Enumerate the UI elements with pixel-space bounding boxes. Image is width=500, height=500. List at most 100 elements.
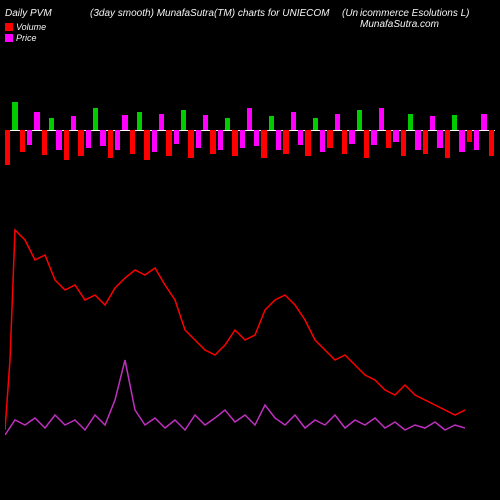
header-symbol: (Un [342, 8, 358, 19]
volume-bar [137, 112, 142, 130]
bar-slot [276, 80, 282, 180]
bar-slot [86, 80, 92, 180]
volume-bar [445, 130, 450, 158]
bar-slot [291, 80, 297, 180]
legend-label-price: Price [16, 33, 37, 43]
label-price: 157.22 [464, 412, 492, 424]
bar-slot [313, 80, 319, 180]
volume-bar [247, 108, 252, 130]
volume-bar [122, 115, 127, 130]
volume-bar [159, 114, 164, 130]
bar-slot [152, 80, 158, 180]
bar-slot [174, 80, 180, 180]
volume-bar [78, 130, 83, 156]
volume-bar [305, 130, 310, 156]
bar-slot [474, 80, 480, 180]
bar-slot [196, 80, 202, 180]
volume-bar [371, 130, 376, 145]
bar-slot [12, 80, 18, 180]
bar-slot [42, 80, 48, 180]
volume-bar [240, 130, 245, 148]
bar-slot [269, 80, 275, 180]
bar-slot [415, 80, 421, 180]
bar-slot [159, 80, 165, 180]
volume-bar [56, 130, 61, 150]
bar-slot [144, 80, 150, 180]
volume-bar [291, 112, 296, 130]
bar-slot [342, 80, 348, 180]
bar-slot [78, 80, 84, 180]
bar-slot [371, 80, 377, 180]
bar-slot [357, 80, 363, 180]
legend-label-volume: Volume [16, 22, 46, 32]
bar-slot [364, 80, 370, 180]
bar-slot [166, 80, 172, 180]
bar-slot [225, 80, 231, 180]
volume-bar [408, 114, 413, 130]
bar-slot [327, 80, 333, 180]
bar-slot [108, 80, 114, 180]
chart-header: Daily PVM (3day smooth) MunafaSutra(TM) … [0, 8, 500, 28]
volume-bar [474, 130, 479, 150]
volume-bar [93, 108, 98, 130]
legend-item-price: Price [5, 33, 46, 43]
bar-slot [5, 80, 11, 180]
volume-bar [313, 118, 318, 130]
bar-slot [254, 80, 260, 180]
bar-slot [445, 80, 451, 180]
header-company: icommerce Esolutions L) MunafaSutra.com [360, 8, 500, 30]
volume-bar [342, 130, 347, 154]
bar-slot [305, 80, 311, 180]
volume-bar [401, 130, 406, 156]
volume-bar [86, 130, 91, 148]
volume-bar [225, 118, 230, 130]
bar-slot [64, 80, 70, 180]
volume-bar [144, 130, 149, 160]
volume-bar [254, 130, 259, 146]
bar-slot [408, 80, 414, 180]
volume-bar [320, 130, 325, 152]
volume-bar [261, 130, 266, 158]
bar-slot [56, 80, 62, 180]
bar-slot [261, 80, 267, 180]
volume-bar [298, 130, 303, 145]
bar-slot [181, 80, 187, 180]
bar-slot [481, 80, 487, 180]
header-center: (3day smooth) MunafaSutra(TM) charts for… [90, 8, 330, 19]
bar-slot [210, 80, 216, 180]
volume-bar [5, 130, 10, 165]
volume-bar [232, 130, 237, 156]
bar-slot [430, 80, 436, 180]
volume-bar [166, 130, 171, 156]
volume-bar [108, 130, 113, 158]
volume-bar [335, 114, 340, 130]
volume-bar [64, 130, 69, 160]
bar-slot [386, 80, 392, 180]
volume-bar [357, 110, 362, 130]
price-polyline [5, 230, 465, 430]
bar-slot [188, 80, 194, 180]
volume-bar [393, 130, 398, 142]
header-left: Daily PVM [5, 8, 52, 19]
bar-slot [320, 80, 326, 180]
bar-slot [335, 80, 341, 180]
volume-polyline [5, 360, 465, 435]
bar-slot [203, 80, 209, 180]
volume-bar [218, 130, 223, 150]
volume-bar [152, 130, 157, 152]
bar-slot [49, 80, 55, 180]
line-svg [5, 200, 465, 450]
volume-bar [27, 130, 32, 145]
bar-slot [93, 80, 99, 180]
volume-bar [276, 130, 281, 150]
volume-bar [459, 130, 464, 152]
legend-item-volume: Volume [5, 22, 46, 32]
volume-bar [489, 130, 494, 156]
bar-slot [247, 80, 253, 180]
volume-bar [283, 130, 288, 154]
volume-bar [364, 130, 369, 158]
bar-slot [27, 80, 33, 180]
volume-bar [452, 115, 457, 130]
volume-bar [415, 130, 420, 150]
bar-slot [489, 80, 495, 180]
